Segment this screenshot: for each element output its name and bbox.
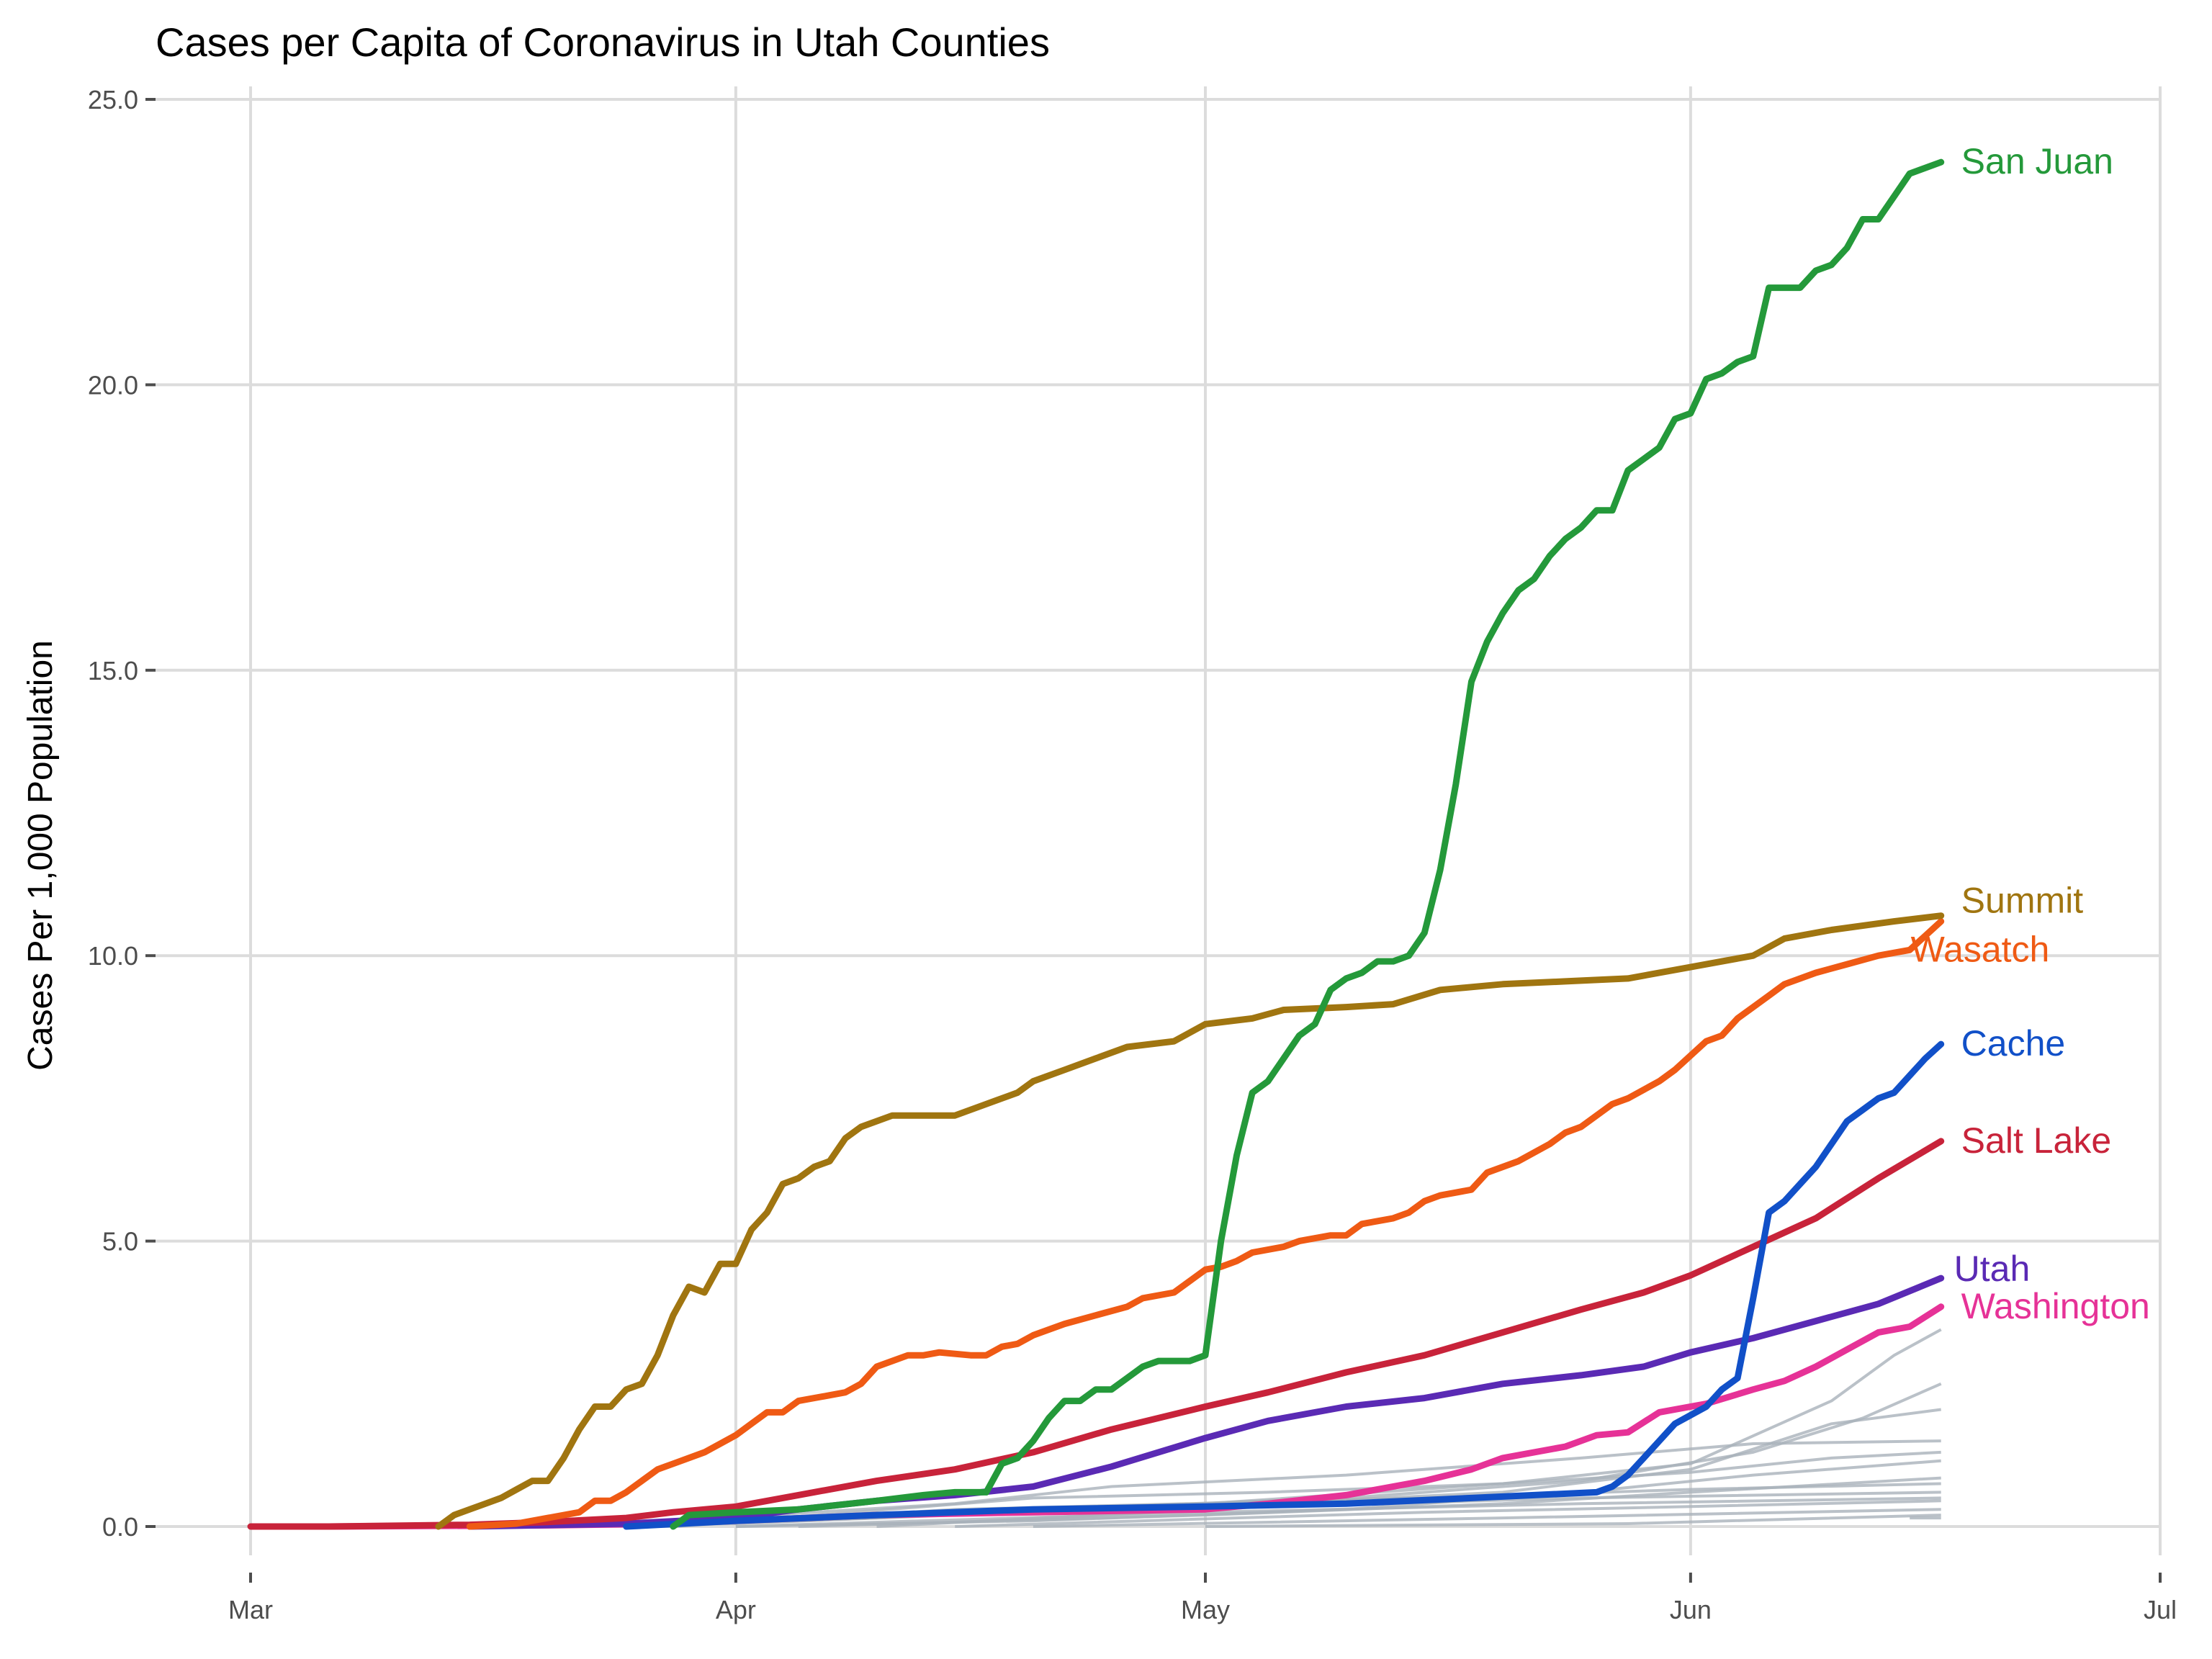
y-tick-label: 25.0 (88, 85, 138, 114)
other-county-line (955, 1499, 1941, 1528)
y-tick-label: 5.0 (102, 1227, 138, 1256)
x-tick-label: May (1181, 1595, 1230, 1624)
series-line-cache (623, 1040, 1945, 1530)
series-label-salt-lake: Salt Lake (1961, 1120, 2111, 1161)
highlighted-county-lines (247, 158, 1945, 1530)
series-label-summit: Summit (1961, 881, 2084, 921)
y-tick-label: 10.0 (88, 941, 138, 971)
series-label-utah: Utah (1954, 1249, 2031, 1289)
series-line-wasatch (466, 918, 1945, 1530)
series-label-san-juan: San Juan (1961, 141, 2113, 181)
chart-title: Cases per Capita of Coronavirus in Utah … (156, 19, 1050, 65)
series-line-san-juan (670, 158, 1945, 1530)
other-county-line (735, 1496, 1941, 1528)
x-tick-label: Jun (1670, 1595, 1712, 1624)
y-tick-label: 15.0 (88, 656, 138, 685)
y-tick-label: 20.0 (88, 370, 138, 400)
series-label-washington: Washington (1961, 1286, 2150, 1326)
x-tick-label: Apr (716, 1595, 756, 1624)
axes: 0.0 5.0 10.0 15.0 20.0 25.0 Mar Apr May Jun Jul (88, 85, 2177, 1624)
series-label-wasatch: Wasatch (1911, 930, 2050, 970)
other-county-line (1033, 1508, 1941, 1528)
series-line-salt-lake (247, 1138, 1945, 1530)
x-tick-label: Mar (228, 1595, 273, 1624)
other-county-line (673, 1450, 1941, 1528)
other-county-line (1205, 1514, 1941, 1528)
x-tick-label: Jul (2144, 1595, 2177, 1624)
series-line-summit (435, 912, 1945, 1530)
y-axis-label: Cases Per 1,000 Population (22, 640, 60, 1071)
grid-lines (156, 86, 2162, 1555)
y-tick-label: 0.0 (102, 1512, 138, 1542)
series-label-cache: Cache (1961, 1023, 2066, 1064)
